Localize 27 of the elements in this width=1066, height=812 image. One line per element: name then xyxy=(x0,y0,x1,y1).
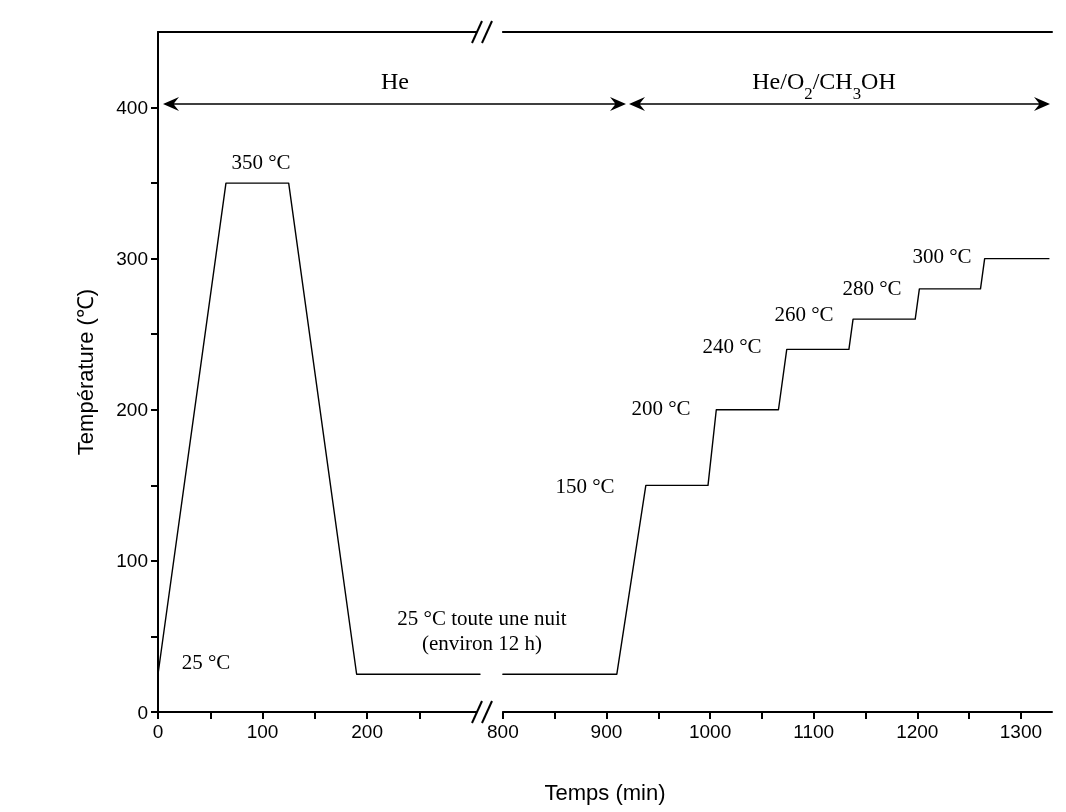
annotation: He/O$_{2}$/CH$_{3}$OH xyxy=(752,68,896,103)
annotation: He xyxy=(381,68,409,94)
annotation: 240 °C xyxy=(702,334,762,358)
x-tick-label: 0 xyxy=(152,721,164,742)
annotation: 150 °C xyxy=(555,474,615,498)
y-tick-label: 400 xyxy=(116,97,148,119)
x-tick-label: 200 xyxy=(351,721,383,742)
annotation: 25 °C xyxy=(181,650,231,674)
y-tick-label: 200 xyxy=(116,399,148,421)
annotation: 200 °C xyxy=(631,396,691,420)
x-tick-label: 1000 xyxy=(688,721,732,742)
x-tick-label: 1200 xyxy=(896,721,939,742)
annotation: 260 °C xyxy=(774,302,834,326)
annotation: 350 °C xyxy=(231,150,291,174)
y-tick-label: 300 xyxy=(116,248,148,270)
x-tick-label: 800 xyxy=(487,721,519,742)
x-tick-label: 100 xyxy=(246,721,279,742)
x-axis-title: Temps (min) xyxy=(544,780,666,805)
y-tick-label: 0 xyxy=(137,701,148,723)
x-tick-label: 900 xyxy=(590,721,623,742)
y-axis-title: Température (℃) xyxy=(72,288,98,456)
annotation: 25 °C toute une nuit (environ 12 h) xyxy=(397,605,567,655)
annotation: 280 °C xyxy=(842,276,902,300)
annotation: 300 °C xyxy=(912,244,972,268)
y-tick-label: 100 xyxy=(116,550,148,572)
x-tick-label: 1300 xyxy=(999,721,1043,742)
x-tick-label: 1100 xyxy=(793,721,835,742)
